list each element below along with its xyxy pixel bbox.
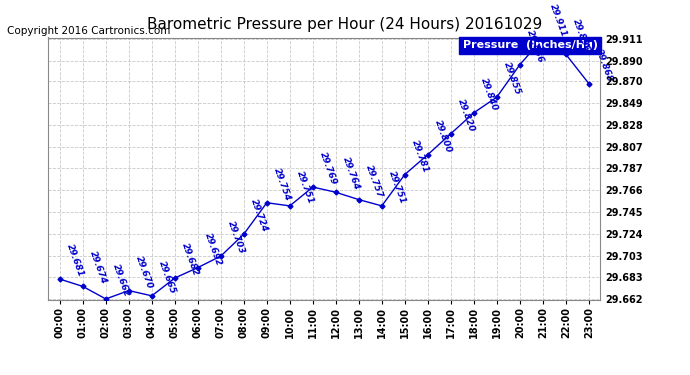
Text: 29.751: 29.751 [387,170,408,205]
Text: 29.781: 29.781 [411,138,431,174]
Text: 29.751: 29.751 [295,170,315,205]
Text: 29.703: 29.703 [226,220,246,255]
Text: 29.911: 29.911 [549,2,569,38]
Text: 29.855: 29.855 [502,61,522,96]
Text: 29.868: 29.868 [594,47,615,83]
Text: 29.757: 29.757 [364,163,384,199]
Text: 29.682: 29.682 [180,242,201,277]
Text: 29.896: 29.896 [571,18,591,54]
Text: 29.674: 29.674 [88,250,108,286]
Text: 29.665: 29.665 [157,260,177,295]
Text: 29.662: 29.662 [111,262,132,298]
Text: 29.800: 29.800 [433,118,453,154]
Text: 29.769: 29.769 [318,151,339,186]
Text: 29.840: 29.840 [480,76,500,112]
Text: Copyright 2016 Cartronics.com: Copyright 2016 Cartronics.com [7,26,170,36]
Text: 29.754: 29.754 [273,166,293,202]
Text: 29.886: 29.886 [525,28,546,64]
Text: Pressure  (Inches/Hg): Pressure (Inches/Hg) [462,40,598,50]
Text: 29.670: 29.670 [135,254,155,290]
Text: 29.692: 29.692 [204,231,224,267]
Text: Barometric Pressure per Hour (24 Hours) 20161029: Barometric Pressure per Hour (24 Hours) … [148,17,542,32]
Text: 29.681: 29.681 [66,243,86,278]
Text: 29.724: 29.724 [249,198,270,233]
Text: 29.764: 29.764 [342,156,362,192]
Text: 29.820: 29.820 [456,98,477,133]
